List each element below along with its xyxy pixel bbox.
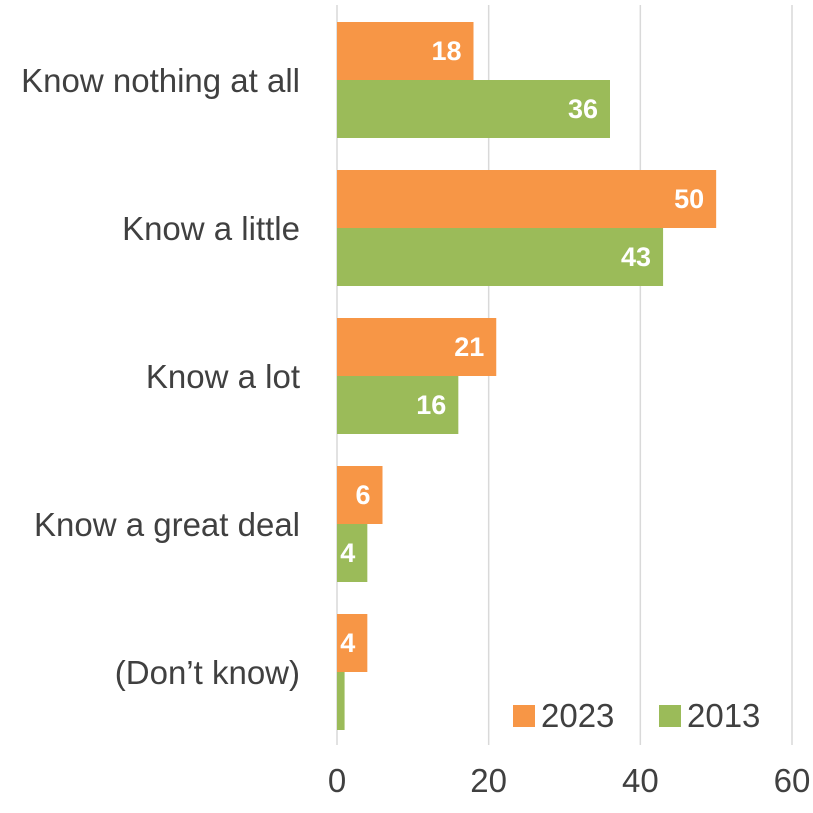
bar-2023-0 xyxy=(337,22,474,80)
bar-2013-4 xyxy=(337,672,345,730)
data-label: 36 xyxy=(568,94,598,124)
bar-2013-3 xyxy=(337,524,368,582)
bar-2013-1 xyxy=(337,228,664,286)
x-tick-label: 20 xyxy=(470,762,507,799)
data-label: 4 xyxy=(340,538,355,568)
category-label: Know a lot xyxy=(146,358,300,395)
bar-2023-4 xyxy=(337,614,368,672)
data-label: 50 xyxy=(674,184,704,214)
category-label: Know a little xyxy=(122,210,300,247)
legend: 2023 2013 xyxy=(513,697,760,734)
x-axis-tick-labels: 0 20 40 60 xyxy=(328,762,811,799)
category-label: (Don’t know) xyxy=(115,654,300,691)
data-label: 4 xyxy=(340,628,355,658)
legend-label-2023: 2023 xyxy=(541,697,614,734)
data-label: 16 xyxy=(416,390,446,420)
category-labels: Know nothing at all Know a little Know a l… xyxy=(21,62,300,691)
data-label: 18 xyxy=(431,36,461,66)
data-label: 21 xyxy=(454,332,484,362)
x-tick-label: 60 xyxy=(774,762,811,799)
bar-2013-2 xyxy=(337,376,459,434)
bar-2023-2 xyxy=(337,318,497,376)
bar-2023-3 xyxy=(337,466,383,524)
bar-2013-0 xyxy=(337,80,610,138)
data-label: 6 xyxy=(355,480,370,510)
category-label: Know nothing at all xyxy=(21,62,300,99)
data-label: 43 xyxy=(621,242,651,272)
x-tick-label: 40 xyxy=(622,762,659,799)
x-tick-label: 0 xyxy=(328,762,346,799)
legend-swatch-2013 xyxy=(659,705,681,727)
category-label: Know a great deal xyxy=(34,506,300,543)
legend-swatch-2023 xyxy=(513,705,535,727)
legend-label-2013: 2013 xyxy=(687,697,760,734)
bar-2023-1 xyxy=(337,170,717,228)
